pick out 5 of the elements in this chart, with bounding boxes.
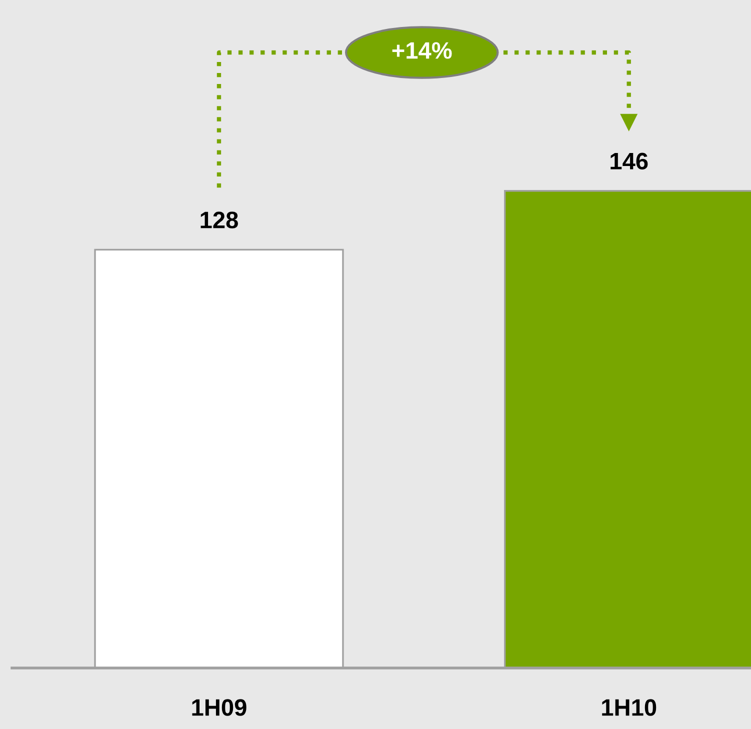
text: +14%: [392, 42, 452, 59]
data-label: 128: [200, 212, 238, 228]
x-tick-label: 1H10: [602, 699, 656, 716]
x-tick-label: 1H09: [192, 699, 246, 716]
data-label: 146: [610, 152, 648, 170]
